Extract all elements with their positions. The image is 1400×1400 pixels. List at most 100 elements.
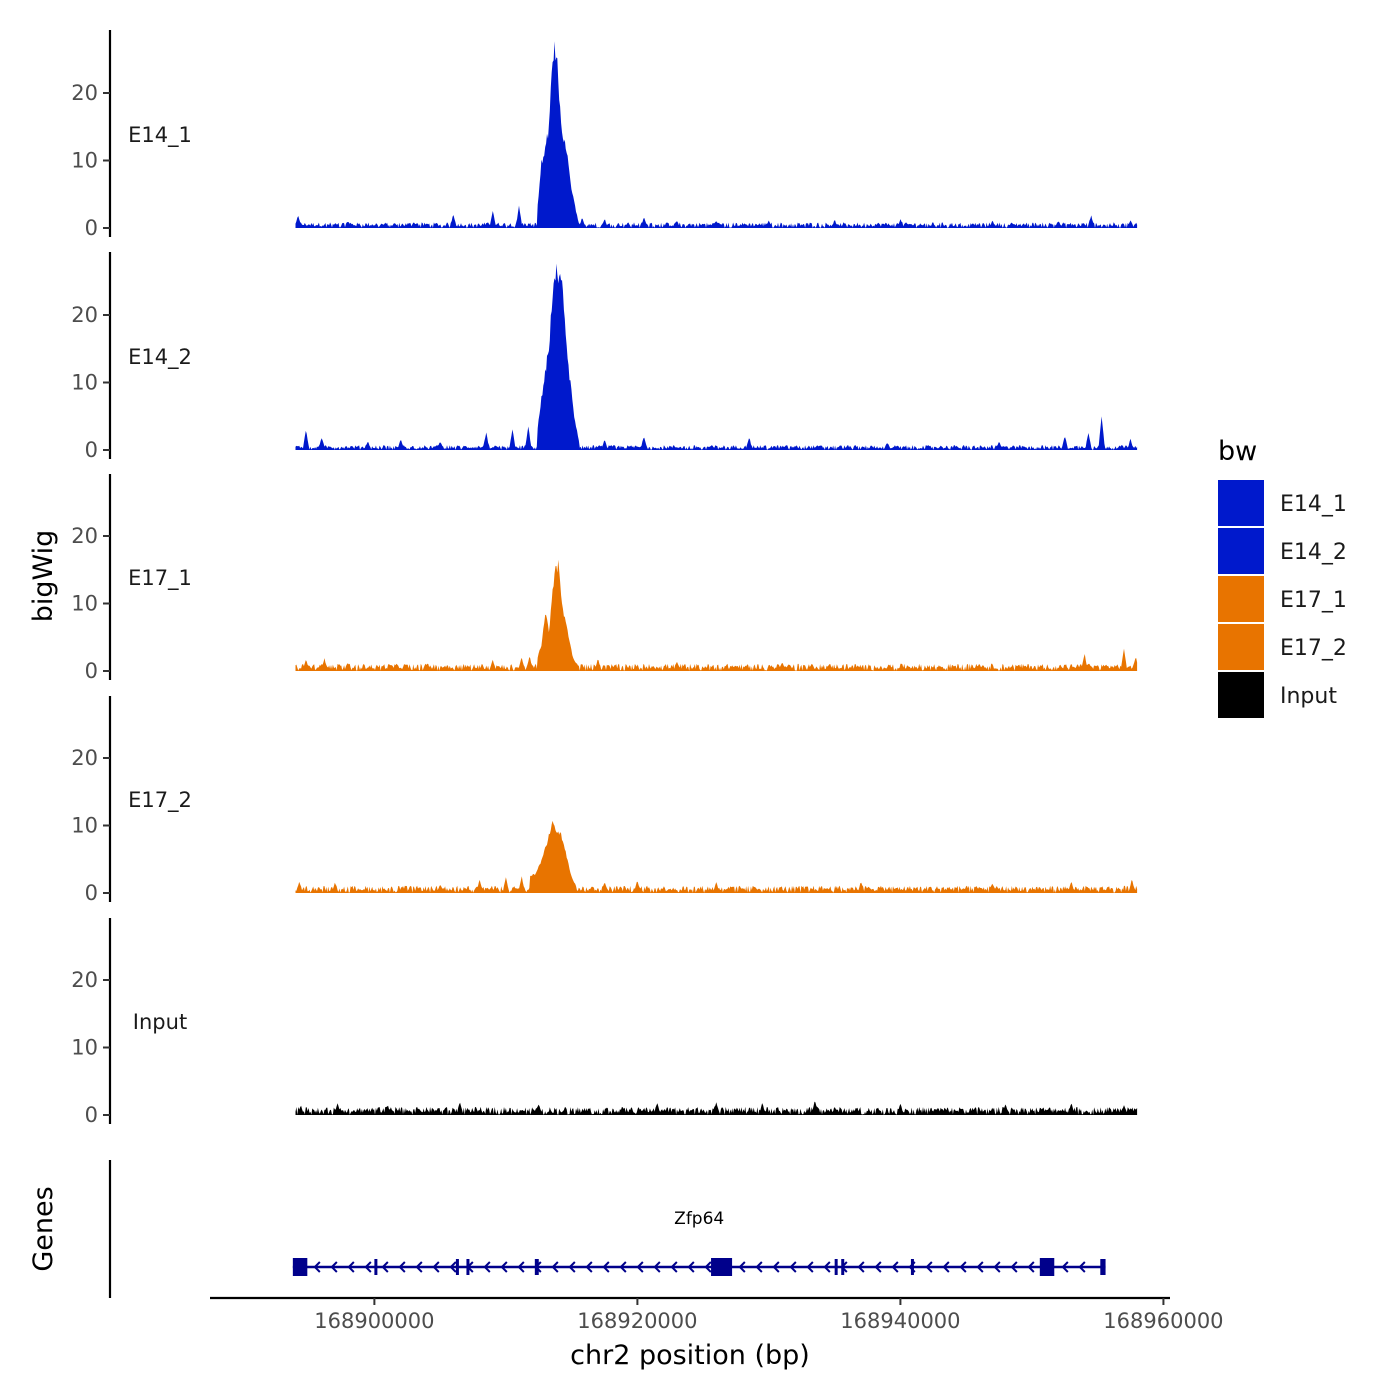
legend-label: E14_1	[1280, 492, 1347, 517]
gene-exon	[466, 1259, 470, 1275]
legend-label: E17_1	[1280, 588, 1347, 613]
y-tick-label: 20	[71, 524, 98, 548]
signal-tracks: 0 10 20 E14_1 0 10 20 E14_2 0 10 20 E17_1 0 10 20 E17_2…	[71, 30, 1138, 1127]
x-tick-label: 168920000	[577, 1309, 697, 1333]
strand-arrow	[398, 1261, 406, 1273]
gene-exon	[455, 1259, 459, 1275]
y-tick-label: 20	[71, 746, 98, 770]
strand-arrow	[585, 1261, 593, 1273]
y-tick-label: 10	[71, 814, 98, 838]
signal-area	[295, 263, 1138, 450]
track-input: 0 10 20 Input	[71, 918, 1138, 1127]
gene-exon	[1039, 1258, 1055, 1276]
strand-arrow	[1078, 1261, 1086, 1273]
legend-swatch	[1218, 576, 1264, 622]
strand-arrow	[381, 1261, 389, 1273]
gene-panel: Zfp64	[108, 1160, 1106, 1298]
y-tick-label: 10	[71, 371, 98, 395]
gene-exon	[910, 1259, 914, 1275]
strand-arrow	[806, 1261, 814, 1273]
legend-label: E17_2	[1280, 636, 1347, 661]
strand-arrow	[755, 1261, 763, 1273]
y-tick-label: 0	[85, 216, 98, 240]
strand-arrow	[1010, 1261, 1018, 1273]
strand-arrow	[517, 1261, 525, 1273]
gene-exon	[534, 1259, 539, 1275]
strand-arrow	[449, 1261, 457, 1273]
y-tick-label: 0	[85, 438, 98, 462]
strand-arrow	[1027, 1261, 1035, 1273]
genes-panel-title: Genes	[28, 1186, 59, 1271]
strand-arrow	[670, 1261, 678, 1273]
strand-arrow	[432, 1261, 440, 1273]
y-tick-label: 10	[71, 592, 98, 616]
strand-arrow	[568, 1261, 576, 1273]
strand-arrow	[636, 1261, 644, 1273]
strand-arrow	[976, 1261, 984, 1273]
gene-exon	[841, 1259, 845, 1275]
strand-arrow	[364, 1261, 372, 1273]
legend-title: bw	[1218, 436, 1257, 467]
x-tick-label: 168900000	[314, 1309, 434, 1333]
gene-name-label: Zfp64	[674, 1209, 724, 1229]
strand-arrow	[789, 1261, 797, 1273]
track-label: Input	[133, 1010, 187, 1034]
strand-arrow	[959, 1261, 967, 1273]
strand-arrow	[942, 1261, 950, 1273]
x-tick-label: 168960000	[1103, 1309, 1223, 1333]
x-axis: 168900000 168920000 168940000 168960000	[210, 1296, 1224, 1333]
gene-exon	[711, 1258, 733, 1276]
y-tick-label: 20	[71, 81, 98, 105]
strand-arrow	[500, 1261, 508, 1273]
y-axis-title: bigWig	[28, 530, 59, 623]
track-e17-2: 0 10 20 E17_2	[71, 696, 1138, 905]
signal-area	[295, 820, 1138, 893]
strand-arrow	[874, 1261, 882, 1273]
x-axis-title: chr2 position (bp)	[570, 1340, 810, 1371]
y-tick-label: 0	[85, 881, 98, 905]
x-tick-label: 168940000	[840, 1309, 960, 1333]
legend-swatch	[1218, 528, 1264, 574]
strand-arrow	[551, 1261, 559, 1273]
strand-arrow	[347, 1261, 355, 1273]
gene-exon	[834, 1259, 838, 1275]
y-tick-label: 20	[71, 303, 98, 327]
strand-arrow	[483, 1261, 491, 1273]
strand-arrow	[925, 1261, 933, 1273]
gene-exon	[292, 1258, 308, 1276]
track-e17-1: 0 10 20 E17_1	[71, 474, 1138, 683]
gene-exon	[374, 1259, 378, 1275]
legend-swatch	[1218, 624, 1264, 670]
strand-arrow	[619, 1261, 627, 1273]
strand-arrow	[1061, 1261, 1069, 1273]
gene-exon	[1100, 1259, 1106, 1275]
legend: bw E14_1 E14_2 E17_1 E17_2 Input	[1218, 436, 1347, 718]
strand-arrow	[313, 1261, 321, 1273]
legend-label: E14_2	[1280, 540, 1347, 565]
strand-arrow	[704, 1261, 712, 1273]
strand-arrow	[602, 1261, 610, 1273]
track-label: E17_1	[128, 566, 192, 591]
strand-arrow	[687, 1261, 695, 1273]
track-label: E14_1	[128, 123, 192, 148]
signal-area	[295, 41, 1138, 229]
track-e14-2: 0 10 20 E14_2	[71, 252, 1138, 462]
strand-arrow	[823, 1261, 831, 1273]
track-label: E17_2	[128, 788, 192, 813]
y-tick-label: 0	[85, 659, 98, 683]
strand-arrow	[891, 1261, 899, 1273]
strand-arrow	[738, 1261, 746, 1273]
y-tick-label: 10	[71, 149, 98, 173]
legend-swatch	[1218, 672, 1264, 718]
strand-arrow	[415, 1261, 423, 1273]
legend-label: Input	[1280, 684, 1337, 709]
legend-swatch	[1218, 480, 1264, 526]
strand-arrow	[857, 1261, 865, 1273]
strand-arrow	[330, 1261, 338, 1273]
strand-arrow	[993, 1261, 1001, 1273]
y-tick-label: 0	[85, 1103, 98, 1127]
signal-area	[295, 559, 1138, 671]
y-tick-label: 20	[71, 968, 98, 992]
strand-arrow	[772, 1261, 780, 1273]
